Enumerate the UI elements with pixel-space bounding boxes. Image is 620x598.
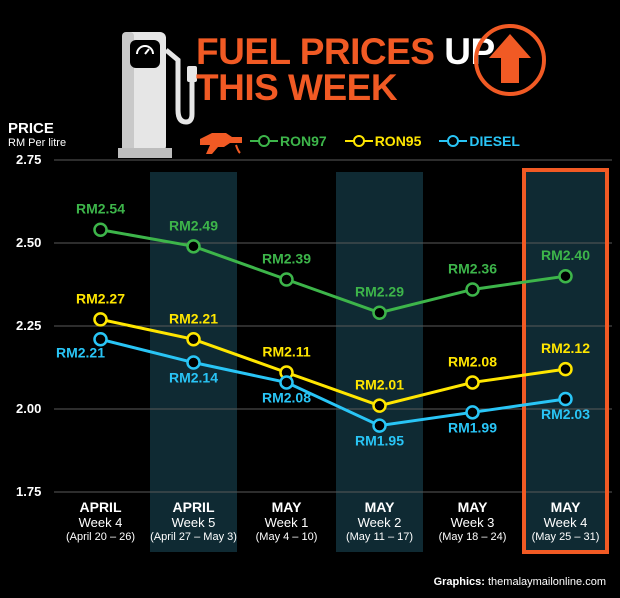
credit-source: themalaymailonline.com <box>488 576 606 588</box>
point-diesel-5 <box>558 391 573 407</box>
data-label-ron95-3: RM2.01 <box>355 377 404 393</box>
y-axis-title: PRICE <box>8 120 54 137</box>
legend-marker-ron97 <box>250 135 278 147</box>
x-category-month: MAY <box>271 499 302 515</box>
y-tick-label-3: 2.50 <box>16 235 42 250</box>
x-category-month: APRIL <box>79 499 122 515</box>
point-diesel-4 <box>465 405 480 420</box>
legend-marker-diesel <box>439 135 468 147</box>
fuel-pump-icon <box>118 32 197 158</box>
point-ron97-3 <box>372 305 387 320</box>
legend-item-ron95: RON95 <box>344 133 422 149</box>
point-ron97-1 <box>186 239 201 254</box>
x-category-week: Week 4 <box>78 515 123 530</box>
series-line-ron95 <box>100 317 566 408</box>
legend-label-ron95: RON95 <box>374 133 422 149</box>
legend-item-diesel: DIESEL <box>439 133 520 149</box>
x-category-month: MAY <box>550 499 581 515</box>
series-line-ron97 <box>100 228 566 315</box>
x-category-3: MAY Week 2 (May 11 – 17) <box>330 500 430 545</box>
point-diesel-3 <box>372 418 387 433</box>
x-category-week: Week 5 <box>171 515 216 530</box>
x-category-0: APRIL Week 4 (April 20 – 26) <box>51 500 151 545</box>
point-ron95-1 <box>186 332 201 347</box>
y-tick-label-2: 2.25 <box>16 318 42 333</box>
data-label-ron97-5: RM2.40 <box>541 247 590 263</box>
point-diesel-1 <box>186 355 201 370</box>
y-tick-label-1: 2.00 <box>16 401 42 416</box>
data-label-diesel-4: RM1.99 <box>448 419 497 435</box>
data-label-diesel-1: RM2.14 <box>169 370 218 386</box>
legend-label-ron97: RON97 <box>280 133 327 149</box>
x-category-1: APRIL Week 5 (April 27 – May 3) <box>144 500 244 545</box>
legend-label-diesel: DIESEL <box>469 133 520 149</box>
x-category-5: MAY Week 4 (May 25 – 31) <box>516 500 616 545</box>
graphics-credit: Graphics: themalaymailonline.com <box>434 576 606 588</box>
data-label-ron97-3: RM2.29 <box>355 284 404 300</box>
y-tick-label-4: 2.75 <box>16 152 42 167</box>
y-axis-unit: RM Per litre <box>8 137 67 149</box>
x-category-dates: (May 11 – 17) <box>345 531 414 543</box>
x-category-week: Week 2 <box>357 515 402 530</box>
legend-item-ron97: RON97 <box>250 133 327 149</box>
x-category-dates: (April 27 – May 3) <box>150 531 237 543</box>
point-diesel-2 <box>279 375 294 390</box>
data-label-ron97-4: RM2.36 <box>448 260 497 276</box>
x-category-dates: (May 18 – 24) <box>438 531 507 543</box>
fuel-nozzle-icon <box>200 133 242 154</box>
shaded-column-3 <box>336 172 423 552</box>
data-label-ron97-0: RM2.54 <box>76 201 125 217</box>
point-ron97-0 <box>93 222 108 237</box>
title-part-3: THIS WEEK <box>196 67 398 108</box>
point-ron97-4 <box>465 282 480 297</box>
point-ron97-2 <box>279 272 294 287</box>
credit-label: Graphics: <box>433 576 485 588</box>
data-label-ron95-2: RM2.11 <box>262 343 310 359</box>
point-ron95-5 <box>558 361 573 377</box>
highlight-box <box>522 168 609 554</box>
title-part-2: UP <box>444 31 495 72</box>
x-category-week: Week 4 <box>543 515 588 530</box>
data-label-diesel-2: RM2.08 <box>262 389 311 405</box>
page-title: FUEL PRICES UP THIS WEEK <box>196 31 495 108</box>
point-ron95-0 <box>93 312 108 327</box>
data-label-ron95-1: RM2.21 <box>169 310 218 326</box>
data-label-diesel-5: RM2.03 <box>541 406 590 422</box>
series-line-diesel <box>100 337 566 428</box>
data-label-diesel-0: RM2.21 <box>56 344 105 360</box>
data-label-diesel-3: RM1.95 <box>355 433 404 449</box>
data-label-ron95-4: RM2.08 <box>448 353 497 369</box>
data-label-ron97-1: RM2.49 <box>169 217 218 233</box>
x-category-dates: (May 25 – 31) <box>531 531 600 543</box>
data-label-ron95-0: RM2.27 <box>76 290 125 306</box>
legend-marker-ron95 <box>344 135 373 147</box>
point-ron95-4 <box>465 375 480 390</box>
title-part-1: FUEL PRICES <box>196 31 435 72</box>
x-category-month: MAY <box>457 499 488 515</box>
chart-legend: RON97 RON95 DIESEL <box>198 127 538 155</box>
x-category-dates: (April 20 – 26) <box>65 531 136 543</box>
x-category-4: MAY Week 3 (May 18 – 24) <box>423 500 523 545</box>
point-diesel-0 <box>93 332 108 347</box>
x-category-dates: (May 4 – 10) <box>255 531 318 543</box>
x-category-week: Week 1 <box>264 515 309 530</box>
x-category-week: Week 3 <box>450 515 495 530</box>
data-label-ron95-5: RM2.12 <box>541 340 590 356</box>
x-category-month: APRIL <box>172 499 215 515</box>
data-label-ron97-2: RM2.39 <box>262 251 311 267</box>
up-arrow-icon <box>474 24 546 96</box>
x-category-month: MAY <box>364 499 395 515</box>
x-category-2: MAY Week 1 (May 4 – 10) <box>237 500 337 545</box>
point-ron95-3 <box>372 398 387 413</box>
y-tick-label-0: 1.75 <box>16 484 42 499</box>
point-ron97-5 <box>558 268 573 284</box>
